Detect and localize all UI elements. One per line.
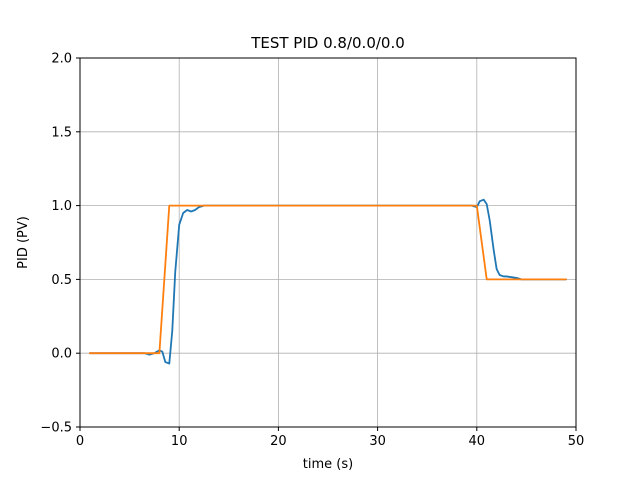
- y-tick-label: 0.0: [51, 347, 72, 362]
- x-tick-label: 0: [76, 434, 84, 449]
- y-tick-label: 2.0: [51, 52, 72, 67]
- y-axis-label: PID (PV): [16, 216, 31, 269]
- y-tick-label: 1.0: [51, 199, 72, 214]
- series-line-2: [89, 204, 567, 355]
- tick-layer: 0 10 20 30 40 50 −0.5 0.0 0.5 1.0 1.5 2.0: [40, 52, 584, 450]
- x-tick-label: 40: [469, 434, 486, 449]
- x-tick-label: 50: [568, 434, 585, 449]
- x-tick-label: 20: [270, 434, 287, 449]
- x-tick-label: 10: [171, 434, 188, 449]
- x-tick-label: 30: [369, 434, 386, 449]
- y-tick-label: −0.5: [40, 421, 72, 436]
- y-tick-label: 0.5: [51, 273, 72, 288]
- chart-title: TEST PID 0.8/0.0/0.0: [250, 34, 405, 52]
- x-axis-label: time (s): [303, 457, 353, 472]
- series-layer: [89, 198, 567, 365]
- y-tick-label: 1.5: [51, 125, 72, 140]
- plot-frame: [79, 57, 577, 428]
